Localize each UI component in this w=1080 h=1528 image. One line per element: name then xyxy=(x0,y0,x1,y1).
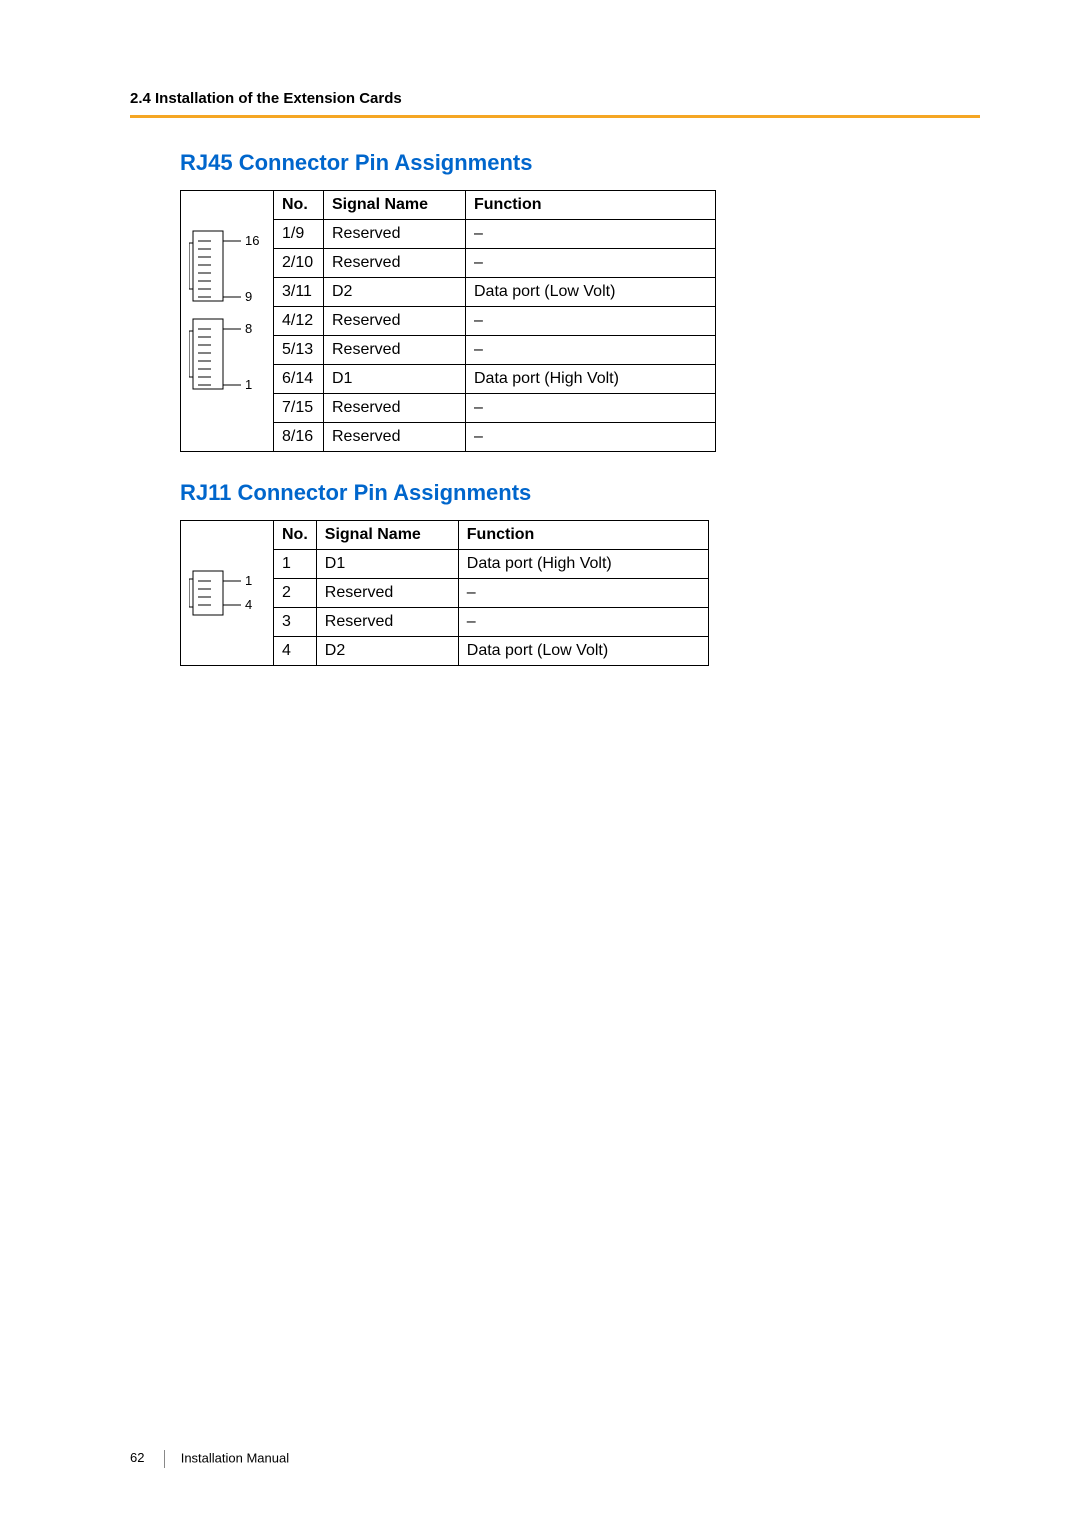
cell-function: – xyxy=(466,249,716,278)
footer-divider xyxy=(164,1450,165,1468)
cell-function: Data port (Low Volt) xyxy=(458,637,708,666)
cell-function: – xyxy=(458,608,708,637)
cell-signal: D2 xyxy=(324,278,466,307)
rj45-label-1: 1 xyxy=(245,377,252,392)
cell-function: – xyxy=(466,423,716,452)
cell-function: – xyxy=(466,336,716,365)
rj45-label-16: 16 xyxy=(245,233,259,248)
footer-title: Installation Manual xyxy=(181,1450,289,1465)
cell-no: 2/10 xyxy=(274,249,324,278)
cell-signal: Reserved xyxy=(316,579,458,608)
rj11-title: RJ11 Connector Pin Assignments xyxy=(180,480,980,506)
cell-no: 6/14 xyxy=(274,365,324,394)
cell-function: Data port (Low Volt) xyxy=(466,278,716,307)
cell-signal: D1 xyxy=(316,550,458,579)
rj45-th-function: Function xyxy=(466,191,716,220)
cell-function: – xyxy=(466,307,716,336)
cell-function: Data port (High Volt) xyxy=(458,550,708,579)
cell-function: Data port (High Volt) xyxy=(466,365,716,394)
rj11-th-no: No. xyxy=(274,521,317,550)
cell-signal: Reserved xyxy=(324,423,466,452)
cell-no: 8/16 xyxy=(274,423,324,452)
cell-function: – xyxy=(466,394,716,423)
cell-no: 4 xyxy=(274,637,317,666)
cell-no: 1 xyxy=(274,550,317,579)
rj11-table: 1 4 No. Signal Name Function 1D1Data por… xyxy=(180,520,709,666)
rj45-label-9: 9 xyxy=(245,289,252,304)
cell-function: – xyxy=(466,220,716,249)
rj11-connector-diagram: 1 4 xyxy=(189,531,265,651)
rj45-title: RJ45 Connector Pin Assignments xyxy=(180,150,980,176)
cell-no: 1/9 xyxy=(274,220,324,249)
rj11-diagram-cell: 1 4 xyxy=(181,521,274,666)
cell-no: 5/13 xyxy=(274,336,324,365)
cell-no: 7/15 xyxy=(274,394,324,423)
cell-signal: D2 xyxy=(316,637,458,666)
rj45-table-block: 16 9 xyxy=(180,190,980,452)
rj11-label-1: 1 xyxy=(245,573,252,588)
cell-signal: Reserved xyxy=(324,307,466,336)
rj45-label-8: 8 xyxy=(245,321,252,336)
rj45-table: 16 9 xyxy=(180,190,716,452)
section-header: 2.4 Installation of the Extension Cards xyxy=(130,90,980,107)
cell-no: 2 xyxy=(274,579,317,608)
page-footer: 62 Installation Manual xyxy=(130,1450,289,1468)
page-number: 62 xyxy=(130,1450,144,1465)
cell-signal: Reserved xyxy=(324,336,466,365)
rj11-table-block: 1 4 No. Signal Name Function 1D1Data por… xyxy=(180,520,980,666)
rj45-connector-diagram: 16 9 xyxy=(189,201,265,411)
rj11-th-function: Function xyxy=(458,521,708,550)
rj11-th-signal: Signal Name xyxy=(316,521,458,550)
cell-signal: Reserved xyxy=(324,220,466,249)
cell-signal: Reserved xyxy=(324,249,466,278)
cell-no: 3 xyxy=(274,608,317,637)
rj45-diagram-cell: 16 9 xyxy=(181,191,274,452)
cell-signal: Reserved xyxy=(316,608,458,637)
section-rule xyxy=(130,115,980,118)
cell-no: 4/12 xyxy=(274,307,324,336)
cell-signal: Reserved xyxy=(324,394,466,423)
rj11-label-4: 4 xyxy=(245,597,252,612)
rj45-th-no: No. xyxy=(274,191,324,220)
rj45-th-signal: Signal Name xyxy=(324,191,466,220)
cell-function: – xyxy=(458,579,708,608)
cell-no: 3/11 xyxy=(274,278,324,307)
cell-signal: D1 xyxy=(324,365,466,394)
